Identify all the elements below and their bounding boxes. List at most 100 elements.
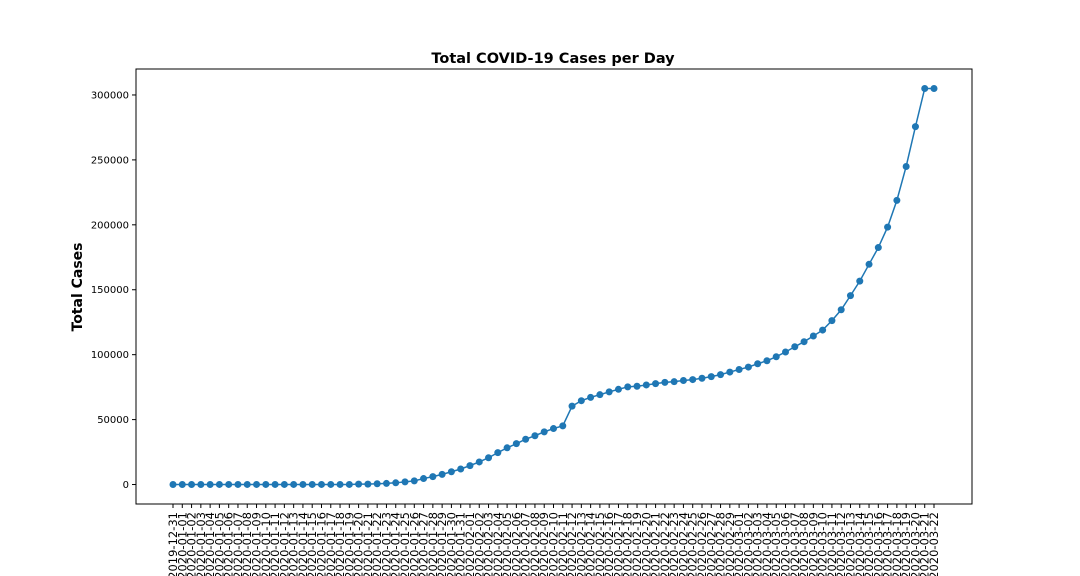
data-point [197,480,205,488]
data-point [893,196,901,204]
data-point [382,479,390,487]
x-tick-label: 2020-01-02 [185,512,199,576]
data-point [614,385,622,393]
data-point [809,332,817,340]
data-point [707,373,715,381]
data-point [271,480,279,488]
data-point [327,480,335,488]
x-tick-label: 2020-02-27 [704,512,718,576]
data-point [633,382,641,390]
x-tick-label: 2020-02-06 [509,512,523,576]
data-point [819,326,827,334]
x-tick-label: 2020-01-25 [398,512,412,576]
data-point [206,480,214,488]
data-point [253,480,261,488]
data-point [234,480,242,488]
x-tick-label: 2020-01-03 [194,512,208,576]
x-tick-label: 2020-01-18 [333,512,347,576]
x-tick-label: 2020-02-29 [723,512,737,576]
x-tick-label: 2020-01-16 [314,512,328,576]
data-point [420,475,428,483]
x-tick-label: 2020-03-21 [918,512,932,576]
x-tick-label: 2020-02-28 [714,512,728,576]
data-point [345,480,353,488]
x-tick-label: 2020-02-19 [630,512,644,576]
data-point [178,480,186,488]
x-tick-label: 2019-12-31 [166,512,180,576]
data-point [308,480,316,488]
x-tick-label: 2020-02-05 [500,512,514,576]
x-tick-label: 2020-01-21 [361,512,375,576]
y-axis-ticks: 0 50000 100000 150000 200000 250000 300000 [91,90,136,491]
x-axis-ticks: 2019-12-312020-01-012020-01-022020-01-03… [166,504,941,576]
x-tick-label: 2020-02-21 [649,512,663,576]
data-point [438,470,446,478]
data-point [559,422,567,430]
data-point [568,402,576,410]
data-point [494,449,502,457]
x-tick-label: 2020-02-26 [695,512,709,576]
chart-title: Total COVID-19 Cases per Day [431,51,675,67]
x-tick-label: 2020-03-03 [751,512,765,576]
data-point [503,444,511,452]
data-point [429,473,437,481]
plot-area-frame [135,68,973,505]
x-tick-label: 2020-02-23 [667,512,681,576]
x-tick-label: 2020-03-19 [899,512,913,576]
data-point [280,480,288,488]
data-point [587,393,595,401]
x-tick-label: 2020-01-08 [240,512,254,576]
x-tick-label: 2020-02-10 [547,512,561,576]
x-tick-label: 2020-01-04 [203,512,217,576]
x-tick-label: 2020-01-05 [212,512,226,576]
data-point [169,480,177,488]
x-tick-label: 2020-01-15 [305,512,319,576]
x-tick-label: 2020-03-10 [816,512,830,576]
data-point [299,480,307,488]
x-tick-label: 2020-03-20 [908,512,922,576]
data-point [466,462,474,470]
x-tick-label: 2020-01-12 [277,512,291,576]
x-tick-label: 2020-03-09 [806,512,820,576]
data-point [262,480,270,488]
x-tick-label: 2020-01-24 [389,512,403,576]
data-point [652,380,660,388]
x-tick-label: 2020-02-18 [621,512,635,576]
data-point [679,377,687,385]
data-point [726,368,734,376]
x-tick-label: 2020-02-13 [574,512,588,576]
data-point [846,292,854,300]
data-point [754,360,762,368]
data-point [874,244,882,252]
data-point [540,428,548,436]
data-point [744,363,752,371]
x-tick-label: 2020-03-11 [825,512,839,576]
x-tick-label: 2020-01-17 [324,512,338,576]
y-tick-label: 50000 [97,415,129,426]
x-tick-label: 2020-03-18 [890,512,904,576]
data-point [373,480,381,488]
data-point [698,374,706,382]
data-point [837,306,845,314]
data-point [902,162,910,170]
x-tick-label: 2020-01-14 [296,512,310,576]
y-tick-label: 200000 [91,220,129,231]
x-tick-label: 2020-01-11 [268,512,282,576]
data-point [531,432,539,440]
data-point [188,480,196,488]
x-tick-label: 2020-03-15 [862,512,876,576]
x-tick-label: 2020-01-06 [222,512,236,576]
data-point [290,480,298,488]
data-point [457,465,465,473]
data-point [550,425,557,433]
data-point [911,123,919,131]
x-tick-label: 2020-01-22 [370,512,384,576]
data-point [392,479,400,487]
x-tick-label: 2020-01-20 [352,512,366,576]
data-point [605,388,613,396]
data-point [782,348,790,356]
data-point [485,454,493,462]
x-tick-label: 2020-01-26 [407,512,421,576]
data-point [772,353,780,361]
